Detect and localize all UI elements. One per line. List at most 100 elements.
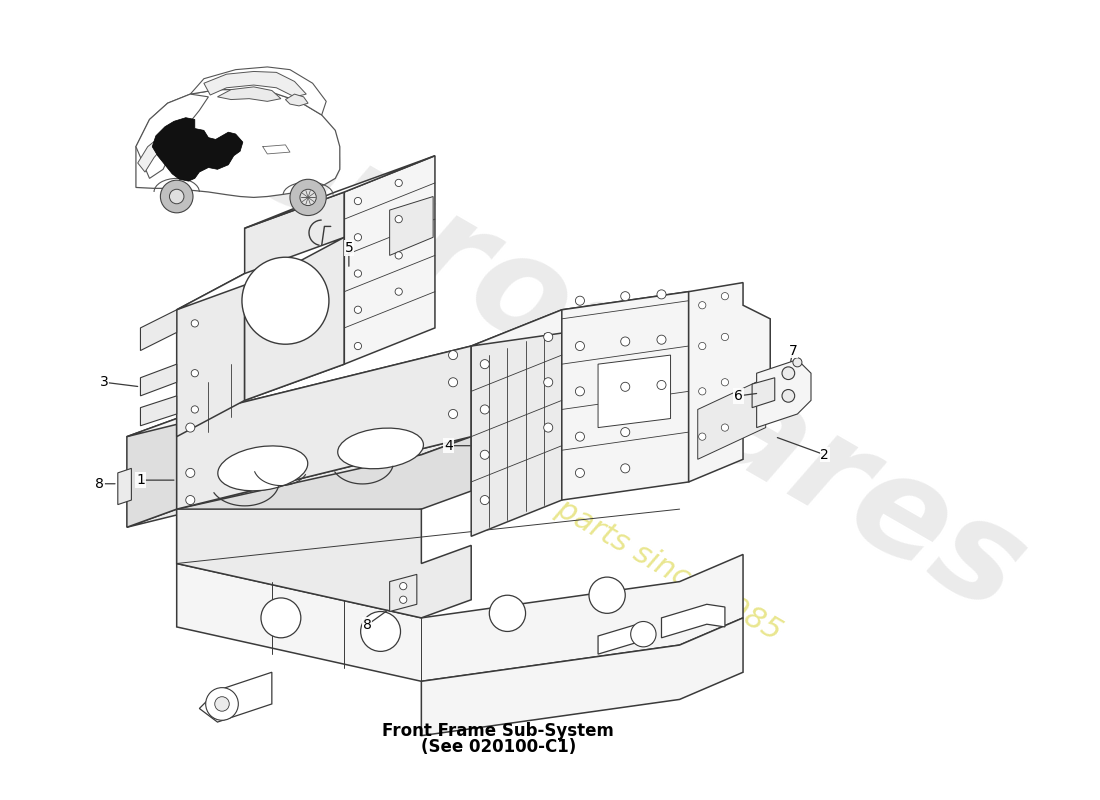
- Circle shape: [657, 381, 665, 390]
- Circle shape: [782, 390, 794, 402]
- Text: eurospares: eurospares: [220, 86, 1048, 642]
- Circle shape: [698, 302, 706, 309]
- Circle shape: [490, 595, 526, 631]
- Text: 1: 1: [136, 473, 145, 487]
- Polygon shape: [126, 418, 177, 527]
- Polygon shape: [661, 604, 725, 638]
- Text: a passion for parts since 1985: a passion for parts since 1985: [373, 390, 786, 646]
- Polygon shape: [152, 118, 243, 181]
- Polygon shape: [244, 156, 434, 228]
- Circle shape: [191, 370, 198, 377]
- Polygon shape: [141, 396, 177, 426]
- Text: 4: 4: [444, 438, 453, 453]
- Circle shape: [722, 378, 728, 386]
- Circle shape: [620, 337, 630, 346]
- Ellipse shape: [218, 446, 308, 490]
- Circle shape: [186, 495, 195, 505]
- Polygon shape: [136, 90, 340, 198]
- Circle shape: [191, 320, 198, 327]
- Polygon shape: [126, 437, 471, 527]
- Circle shape: [630, 622, 656, 647]
- Circle shape: [575, 296, 584, 306]
- Circle shape: [354, 306, 362, 314]
- Circle shape: [169, 190, 184, 204]
- Polygon shape: [177, 238, 344, 310]
- Polygon shape: [141, 364, 177, 396]
- Polygon shape: [204, 71, 306, 97]
- Circle shape: [543, 378, 552, 387]
- Circle shape: [481, 360, 490, 369]
- Circle shape: [575, 342, 584, 350]
- Polygon shape: [138, 131, 177, 172]
- Circle shape: [261, 598, 300, 638]
- Polygon shape: [244, 192, 344, 400]
- Text: 8: 8: [363, 618, 372, 632]
- Circle shape: [206, 688, 239, 720]
- Circle shape: [698, 388, 706, 395]
- Circle shape: [449, 350, 458, 360]
- Circle shape: [354, 234, 362, 241]
- Circle shape: [620, 292, 630, 301]
- Circle shape: [782, 367, 794, 379]
- Ellipse shape: [338, 428, 424, 469]
- Circle shape: [543, 333, 552, 342]
- Text: 6: 6: [734, 389, 742, 403]
- Circle shape: [620, 382, 630, 391]
- Polygon shape: [141, 310, 177, 350]
- Circle shape: [722, 334, 728, 341]
- Polygon shape: [689, 282, 770, 482]
- Text: 2: 2: [821, 448, 829, 462]
- Polygon shape: [190, 67, 327, 115]
- Circle shape: [481, 450, 490, 459]
- Circle shape: [543, 423, 552, 432]
- Circle shape: [620, 427, 630, 437]
- Circle shape: [481, 495, 490, 505]
- Circle shape: [575, 432, 584, 441]
- Polygon shape: [344, 156, 434, 364]
- Text: 3: 3: [100, 375, 109, 390]
- Polygon shape: [562, 292, 689, 500]
- Circle shape: [395, 288, 403, 295]
- Circle shape: [698, 433, 706, 440]
- Circle shape: [214, 697, 229, 711]
- Text: 8: 8: [96, 477, 104, 490]
- Circle shape: [575, 468, 584, 478]
- Text: (See 020100-C1): (See 020100-C1): [421, 738, 576, 755]
- Polygon shape: [598, 355, 671, 427]
- Circle shape: [698, 342, 706, 350]
- Circle shape: [657, 290, 665, 299]
- Circle shape: [575, 387, 584, 396]
- Polygon shape: [126, 346, 471, 437]
- Circle shape: [722, 293, 728, 300]
- Circle shape: [242, 258, 329, 344]
- Circle shape: [395, 179, 403, 186]
- Circle shape: [481, 405, 490, 414]
- Circle shape: [793, 358, 802, 367]
- Polygon shape: [218, 87, 280, 102]
- Polygon shape: [752, 378, 774, 408]
- Polygon shape: [389, 574, 417, 611]
- Circle shape: [657, 335, 665, 344]
- Polygon shape: [389, 197, 433, 255]
- Polygon shape: [471, 310, 562, 536]
- Polygon shape: [598, 625, 652, 654]
- Circle shape: [399, 596, 407, 603]
- Polygon shape: [757, 360, 811, 427]
- Circle shape: [722, 424, 728, 431]
- Circle shape: [620, 464, 630, 473]
- Circle shape: [186, 423, 195, 432]
- Circle shape: [395, 215, 403, 222]
- Polygon shape: [421, 618, 742, 736]
- Circle shape: [449, 378, 458, 387]
- Polygon shape: [177, 437, 471, 563]
- Circle shape: [300, 190, 316, 206]
- Polygon shape: [697, 378, 766, 459]
- Text: Front Frame Sub-System: Front Frame Sub-System: [383, 722, 614, 740]
- Polygon shape: [285, 94, 308, 106]
- Circle shape: [354, 270, 362, 277]
- Text: 5: 5: [344, 241, 353, 255]
- Circle shape: [186, 468, 195, 478]
- Polygon shape: [177, 509, 471, 618]
- Circle shape: [161, 180, 192, 213]
- Circle shape: [395, 252, 403, 259]
